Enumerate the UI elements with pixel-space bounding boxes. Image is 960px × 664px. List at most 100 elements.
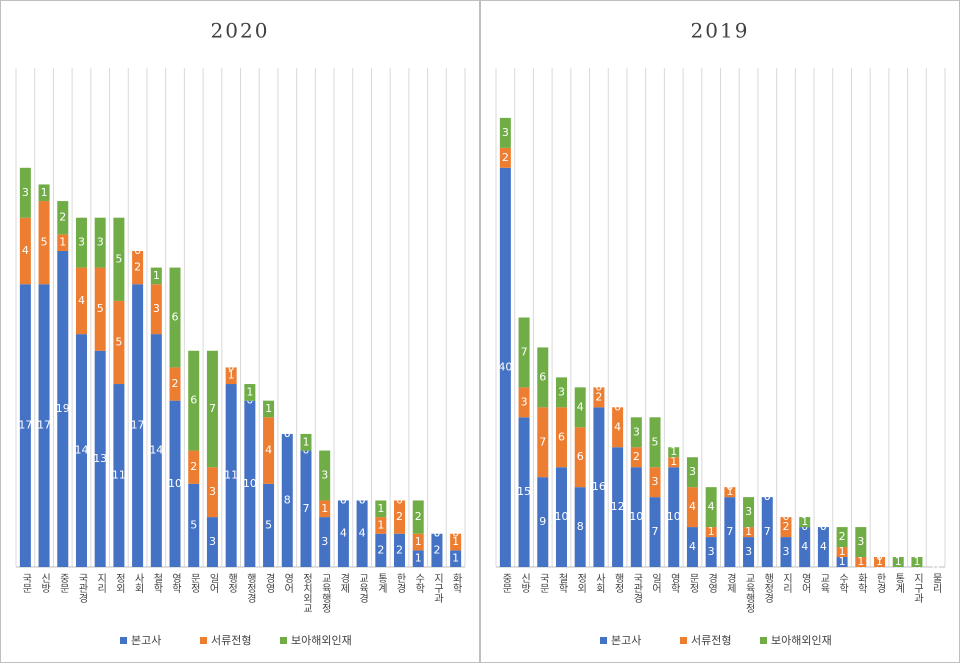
bar-segment	[836, 547, 848, 558]
bar-segment	[150, 334, 162, 567]
bar-segment	[855, 557, 867, 567]
bar-segment	[537, 347, 549, 408]
bar-segment	[836, 527, 848, 548]
bar-segment	[593, 407, 605, 567]
bar-segment	[686, 487, 698, 528]
x-tick-label: 교육행정	[319, 573, 331, 613]
x-tick-label: 행정	[612, 573, 624, 593]
bar-segment	[225, 384, 237, 567]
x-tick-label: 화학	[855, 573, 867, 594]
value-label: 0	[134, 244, 141, 257]
bar-segment	[724, 497, 736, 567]
legend-swatch	[280, 637, 287, 644]
x-tick-label: 지구과	[911, 573, 923, 604]
value-label: 4	[359, 527, 366, 540]
bar-segment	[375, 517, 387, 534]
value-label: 7	[764, 525, 771, 538]
value-label: 2	[396, 543, 403, 556]
value-label: 4	[265, 444, 272, 457]
legend-label: 본고사	[131, 634, 161, 647]
bar-segment	[555, 467, 567, 567]
bar-segment	[75, 267, 87, 335]
value-label: 0	[726, 480, 733, 493]
value-label: 0	[340, 493, 347, 506]
value-label: 0	[452, 527, 459, 540]
x-tick-label: 수학	[837, 573, 849, 594]
value-label: 0	[228, 360, 235, 373]
legend-swatch	[600, 637, 607, 644]
bar-segment	[188, 450, 200, 484]
value-label: 0	[433, 527, 440, 540]
x-tick-label: 지구과	[431, 573, 443, 604]
x-tick-label: 교육행정	[743, 573, 755, 613]
value-label: 0	[764, 490, 771, 503]
value-label: 1	[708, 525, 715, 538]
value-label: 6	[577, 450, 584, 463]
bar-segment	[132, 284, 144, 567]
x-tick-label: 행정경	[244, 573, 256, 603]
bar-segment	[705, 537, 717, 567]
bar-segment	[300, 433, 312, 451]
bar-segment	[799, 527, 811, 567]
bar-segment	[537, 407, 549, 478]
value-label: 3	[97, 236, 104, 249]
value-label: 6	[539, 370, 546, 383]
x-tick-label: 영학	[170, 573, 182, 594]
bar-segment	[150, 284, 162, 335]
x-tick-label: 국관경	[76, 573, 88, 603]
x-tick-label: 국문	[20, 573, 32, 593]
bar-segment	[394, 533, 406, 567]
bar-segment	[188, 350, 200, 451]
bar-segment	[743, 537, 755, 567]
bar-segment	[57, 201, 69, 235]
value-label: 5	[115, 335, 122, 348]
bar-segment	[743, 527, 755, 538]
bar-segment	[574, 487, 586, 567]
x-tick-label: 일어	[207, 573, 219, 594]
value-label: 0	[782, 510, 789, 523]
bar-segment	[450, 550, 462, 567]
value-label: 4	[689, 540, 696, 553]
bar-segment	[574, 427, 586, 488]
value-label: 1	[228, 369, 235, 382]
bar-segment	[743, 497, 755, 528]
bar-segment	[817, 527, 829, 567]
bar-segment	[188, 483, 200, 567]
bar-segment	[263, 483, 275, 567]
bar-segment	[394, 500, 406, 534]
value-label: 8	[284, 493, 291, 506]
value-label: 15	[517, 485, 531, 498]
value-label: 1	[41, 186, 48, 199]
bar-segment	[431, 533, 443, 567]
value-label: 2	[433, 543, 440, 556]
bar-segment	[94, 350, 106, 567]
bar-segment	[705, 487, 717, 528]
bar-segment	[537, 477, 549, 567]
bar-segment	[555, 407, 567, 468]
value-label: 7	[209, 402, 216, 415]
bar-segment	[799, 517, 811, 528]
x-tick-label: 정치외교	[300, 573, 312, 613]
value-label: 4	[708, 500, 715, 513]
value-label: 8	[577, 520, 584, 533]
value-label: 0	[359, 493, 366, 506]
value-label: 4	[577, 400, 584, 413]
bar-segment	[281, 433, 293, 567]
value-label: 1	[302, 435, 309, 448]
value-label: 11	[224, 469, 238, 482]
bar-segment	[892, 557, 904, 567]
value-label: 13	[93, 452, 107, 465]
bar-segment	[113, 384, 125, 567]
value-label: 2	[134, 261, 141, 274]
value-label: 4	[78, 294, 85, 307]
bar-segment	[57, 234, 69, 251]
x-tick-label: 물리	[930, 573, 942, 594]
value-label: 0	[932, 560, 939, 573]
value-label: 3	[708, 545, 715, 558]
value-label: 3	[321, 535, 328, 548]
legend-label: 보아해외인재	[291, 633, 352, 647]
bar-segment	[593, 387, 605, 408]
value-label: 0	[284, 427, 291, 440]
bar-segment	[169, 367, 181, 401]
value-label: 1	[153, 269, 160, 282]
